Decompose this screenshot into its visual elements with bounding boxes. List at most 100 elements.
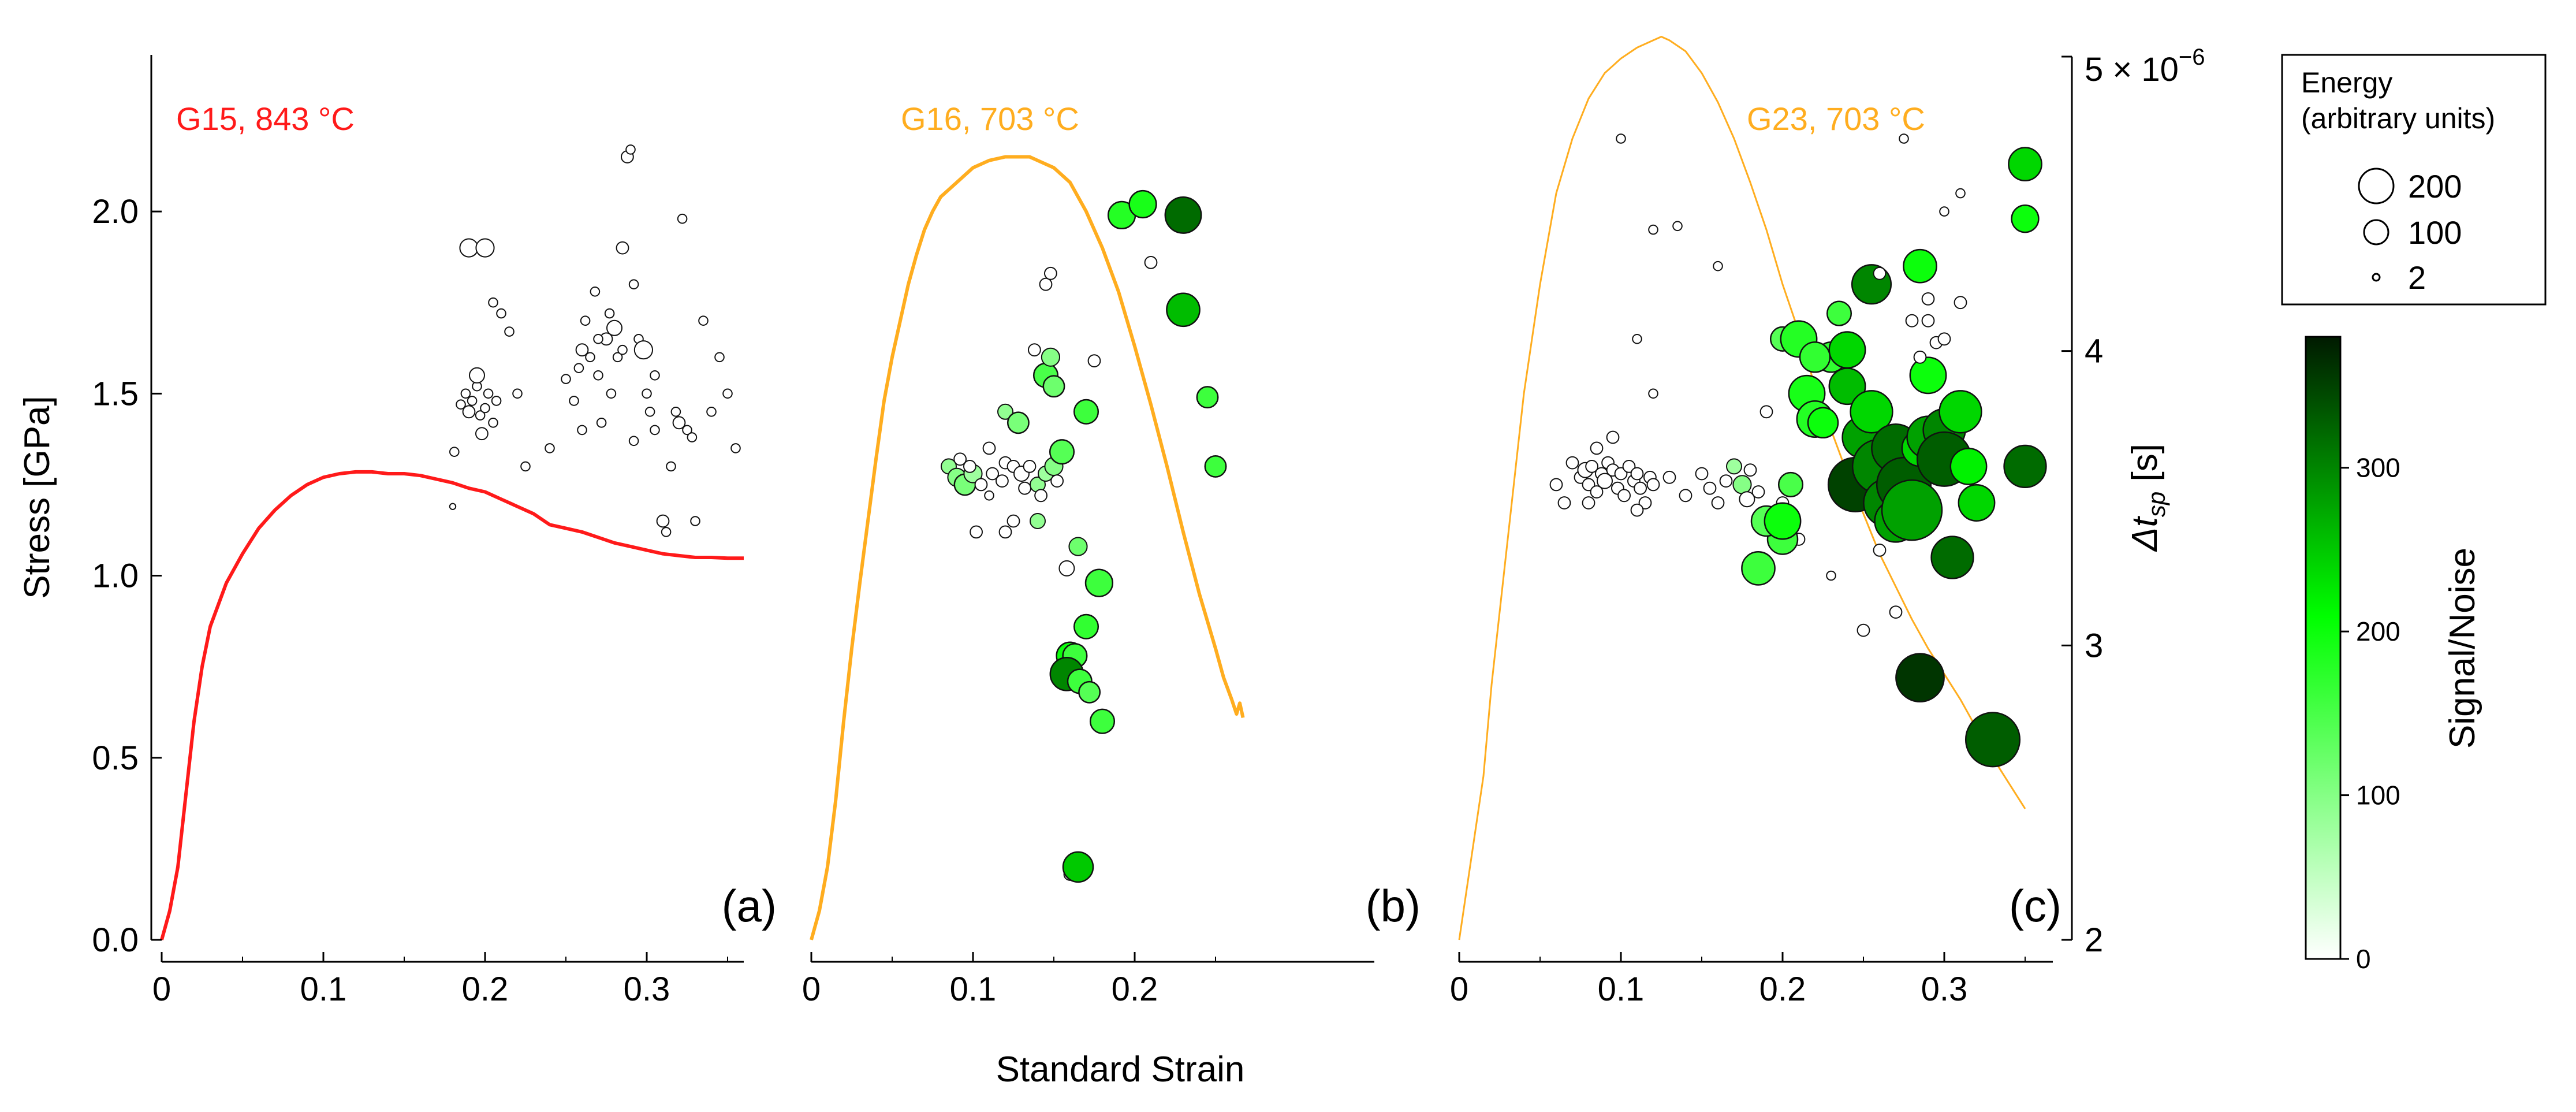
legend-marker-2 xyxy=(2372,273,2381,282)
ae-event-marker xyxy=(1695,467,1709,481)
ae-event-marker xyxy=(469,367,485,384)
ae-event-marker xyxy=(1630,503,1644,517)
ae-event-marker xyxy=(1582,478,1595,492)
ae-event-marker xyxy=(616,241,629,255)
x-tick-label: 0.2 xyxy=(1759,970,1806,1008)
stress-strain-curve xyxy=(1458,36,2026,940)
ae-event-marker xyxy=(1938,390,1982,434)
left-axis-label: Stress [GPa] xyxy=(17,396,57,598)
ae-event-marker xyxy=(1614,467,1628,481)
legend-label-2: 2 xyxy=(2408,259,2426,296)
ae-event-marker xyxy=(1073,613,1099,639)
ae-event-marker xyxy=(467,396,478,406)
x-tick-label: 0.3 xyxy=(1921,970,1968,1008)
ae-event-marker xyxy=(1068,537,1088,556)
ae-event-marker xyxy=(491,396,502,406)
ae-event-marker xyxy=(1856,623,1870,637)
ae-event-marker xyxy=(1889,605,1903,619)
ae-event-marker xyxy=(1828,331,1866,369)
ae-event-marker xyxy=(1662,470,1676,484)
ae-event-marker xyxy=(998,525,1012,539)
ae-event-marker xyxy=(986,467,999,481)
ae-event-marker xyxy=(1073,399,1099,425)
ae-event-marker xyxy=(449,503,457,510)
right-axis-top-label: 5 × 10−6 xyxy=(2085,44,2205,88)
legend-label-200: 200 xyxy=(2408,168,2462,204)
ae-event-marker xyxy=(1719,474,1733,488)
ae-event-marker xyxy=(1895,653,1945,702)
ae-event-marker xyxy=(1713,261,1723,272)
ae-event-marker xyxy=(1648,388,1658,399)
legend-marker-200 xyxy=(2358,168,2395,204)
ae-event-marker xyxy=(585,352,595,363)
ae-event-marker xyxy=(1632,334,1642,344)
ae-event-marker xyxy=(1034,489,1047,503)
ae-event-marker xyxy=(687,432,698,442)
ae-event-marker xyxy=(475,238,495,258)
ae-event-marker xyxy=(1826,570,1836,581)
ae-event-marker xyxy=(730,443,741,453)
ae-event-marker xyxy=(1018,481,1031,495)
ae-event-marker xyxy=(1954,296,1967,310)
ae-event-marker xyxy=(1087,354,1101,367)
colorbar-label: Signal/Noise xyxy=(2443,548,2482,749)
ae-event-marker xyxy=(997,403,1013,420)
ae-event-marker xyxy=(1050,474,1064,488)
ae-event-marker xyxy=(606,319,622,336)
panel-label: (c) xyxy=(2009,880,2061,931)
legend-box xyxy=(2281,54,2547,306)
ae-event-marker xyxy=(628,279,639,290)
ae-event-marker xyxy=(2003,444,2047,489)
ae-event-marker xyxy=(996,474,1009,488)
ae-event-marker xyxy=(459,238,479,258)
ae-event-marker xyxy=(1582,496,1595,509)
ae-event-marker xyxy=(982,441,996,455)
right-axis-top-exp: −6 xyxy=(2179,44,2205,70)
ae-event-marker xyxy=(456,399,466,410)
ae-event-marker xyxy=(496,308,506,319)
ae-event-marker xyxy=(1958,484,1996,522)
ae-event-marker xyxy=(1679,489,1693,503)
left-y-axis: 0.0 0.5 1.0 1.5 2.0 Stress [GPa] xyxy=(17,55,162,959)
ae-event-marker xyxy=(475,427,489,441)
colorbar-ticks: 0 100 200 300 xyxy=(2340,453,2400,974)
ae-event-marker xyxy=(1144,256,1158,269)
ae-event-marker xyxy=(1039,277,1053,291)
ae-event-marker xyxy=(1006,514,1020,528)
ae-event-marker xyxy=(1826,300,1852,326)
ae-event-marker xyxy=(1028,343,1041,357)
ae-event-marker xyxy=(1616,133,1626,144)
ae-event-marker xyxy=(1062,851,1094,883)
ae-event-marker xyxy=(650,370,660,381)
ae-event-marker xyxy=(1964,712,2021,768)
panel-c: 0 0.1 0.2 0.3 G23, 703 °C (c) xyxy=(1450,36,2061,1008)
ae-event-marker xyxy=(644,407,655,417)
ae-event-marker xyxy=(1622,460,1636,473)
ae-event-marker xyxy=(984,490,994,501)
ae-event-marker xyxy=(1006,411,1030,434)
legend-title-line1: Energy xyxy=(2301,66,2392,99)
ae-event-marker xyxy=(1764,502,1802,540)
ae-event-marker xyxy=(577,425,587,436)
ae-event-marker xyxy=(1089,708,1116,734)
ae-event-marker xyxy=(512,388,523,399)
x-tick-label: 0 xyxy=(152,970,171,1008)
panel-b: 0 0.1 0.2 G16, 703 °C (b) xyxy=(802,101,1421,1008)
ae-event-marker xyxy=(714,352,725,363)
ae-event-marker xyxy=(1881,479,1943,541)
right-tick-label: 3 xyxy=(2085,627,2103,664)
ae-event-marker xyxy=(480,403,490,414)
ae-event-marker xyxy=(1565,456,1579,470)
ae-event-marker xyxy=(604,308,615,319)
x-tick-label: 0.2 xyxy=(1112,970,1158,1008)
ae-event-marker xyxy=(1955,188,1966,199)
ae-event-marker xyxy=(963,460,976,473)
ae-event-marker xyxy=(593,334,603,344)
ae-event-marker xyxy=(1557,496,1571,509)
ae-event-marker xyxy=(1873,266,1887,280)
ae-event-marker xyxy=(1921,314,1935,328)
ae-event-marker xyxy=(1850,390,1893,434)
ae-event-marker xyxy=(628,436,639,447)
ae-event-marker xyxy=(1590,485,1604,499)
